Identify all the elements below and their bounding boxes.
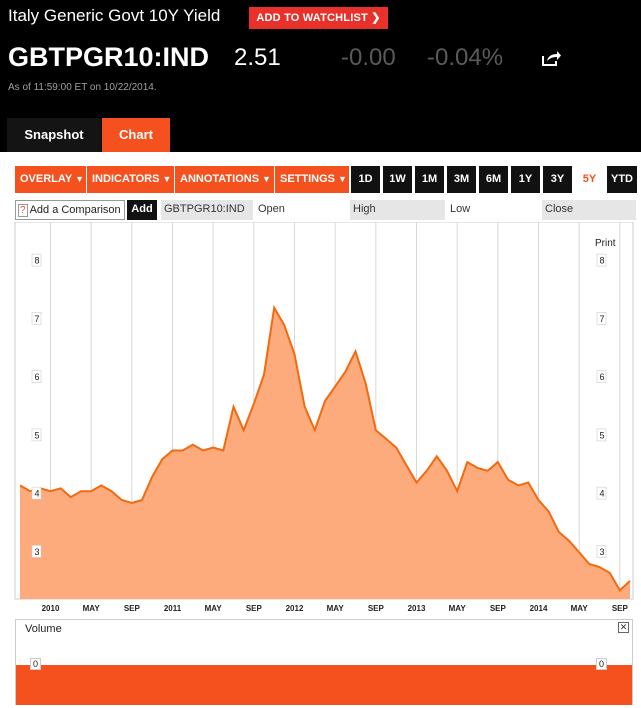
security-title: Italy Generic Govt 10Y Yield — [8, 6, 221, 25]
range-1d[interactable]: 1D — [351, 166, 380, 193]
add-to-watchlist-button[interactable]: ADD TO WATCHLIST ❯ — [249, 7, 388, 29]
y-tick-right-box — [596, 545, 607, 558]
close-icon[interactable]: ✕ — [618, 622, 629, 633]
y-tick-right: 5 — [600, 430, 605, 440]
x-tick-label: 2012 — [286, 604, 304, 613]
range-1w[interactable]: 1W — [383, 166, 412, 193]
x-tick-label: SEP — [246, 604, 263, 613]
y-tick-left-box — [31, 428, 42, 442]
add-comparison-label: Add a Comparison — [29, 204, 121, 216]
y-tick-right-box — [596, 370, 607, 383]
overlay-menu[interactable]: OVERLAY ▼ — [15, 166, 87, 193]
range-1m[interactable]: 1M — [415, 166, 444, 193]
y-tick-left-box — [31, 486, 42, 500]
x-tick-label: MAY — [327, 604, 345, 613]
yield-chart[interactable]: 3 3 4 4 5 5 6 6 7 7 8 8 2010 MAY SEP 2011 MAY SEP 2012 MAY… — [0, 222, 641, 617]
tab-chart[interactable]: Chart — [102, 118, 170, 152]
indicators-menu[interactable]: INDICATORS ▼ — [87, 166, 175, 193]
tab-snapshot[interactable]: Snapshot — [7, 118, 101, 152]
y-tick-left: 5 — [35, 430, 40, 440]
y-tick-left-box — [31, 370, 42, 383]
indicators-label: INDICATORS — [92, 173, 160, 185]
y-tick-right-box — [596, 428, 607, 442]
y-tick-right-box — [596, 486, 607, 500]
as-of-timestamp: As of 11:59:00 ET on 10/22/2014. — [8, 82, 157, 93]
y-tick-left-box — [31, 312, 42, 325]
y-tick-left: 8 — [35, 256, 40, 266]
x-tick-label: 2010 — [42, 604, 60, 613]
x-tick-label: SEP — [124, 604, 141, 613]
y-tick-right: 4 — [600, 489, 605, 499]
y-tick-right: 6 — [600, 372, 605, 382]
y-tick-right-box — [596, 312, 607, 325]
x-tick-label: MAY — [449, 604, 467, 613]
range-ytd[interactable]: YTD — [607, 166, 637, 193]
chevron-right-icon: ❯ — [371, 12, 381, 24]
x-tick-label: SEP — [368, 604, 385, 613]
settings-menu[interactable]: SETTINGS ▼ — [275, 166, 349, 193]
annotations-label: ANNOTATIONS — [180, 173, 260, 185]
settings-label: SETTINGS — [280, 173, 336, 185]
range-1y[interactable]: 1Y — [511, 166, 540, 193]
low-label: Low — [450, 203, 471, 215]
print-link[interactable]: Print — [595, 238, 616, 249]
high-label: High — [350, 200, 445, 220]
volume-label: Volume — [25, 623, 62, 635]
y-tick-left: 7 — [35, 314, 40, 324]
x-tick-label: 2013 — [408, 604, 426, 613]
add-comparison-input[interactable]: ? Add a Comparison — [15, 200, 125, 220]
yield-area — [20, 307, 630, 599]
caret-down-icon: ▼ — [338, 174, 347, 184]
caret-down-icon: ▼ — [262, 174, 271, 184]
volume-tick-right: 0 — [596, 658, 608, 670]
range-3m[interactable]: 3M — [447, 166, 476, 193]
x-tick-label: 2011 — [164, 604, 182, 613]
y-tick-right: 8 — [600, 256, 605, 266]
volume-tick-left: 0 — [30, 658, 42, 670]
open-label: Open — [258, 203, 285, 215]
caret-down-icon: ▼ — [75, 174, 85, 184]
help-icon[interactable]: ? — [18, 204, 28, 217]
close-label: Close — [542, 200, 636, 220]
annotations-menu[interactable]: ANNOTATIONS ▼ — [175, 166, 275, 193]
share-icon[interactable] — [540, 48, 562, 68]
volume-panel: Volume ✕ 0 0 — [15, 619, 633, 705]
ticker-symbol: GBTPGR10:IND — [8, 42, 210, 72]
caret-down-icon: ▼ — [162, 174, 172, 184]
yield-line — [19, 304, 631, 592]
x-tick-label: MAY — [205, 604, 223, 613]
range-3y[interactable]: 3Y — [543, 166, 572, 193]
range-5y[interactable]: 5Y — [575, 166, 604, 193]
chart-panel: OVERLAY ▼ INDICATORS ▼ ANNOTATIONS ▼ SETTIN… — [0, 152, 641, 708]
x-tick-label: 2014 — [530, 604, 548, 613]
y-tick-right: 3 — [600, 547, 605, 557]
x-tick-label: MAY — [83, 604, 101, 613]
legend-symbol: GBTPGR10:IND — [161, 200, 253, 220]
y-tick-right-box — [596, 253, 607, 267]
y-tick-left: 6 — [35, 372, 40, 382]
price-change: -0.00 — [341, 44, 396, 71]
watchlist-label: ADD TO WATCHLIST — [256, 12, 368, 24]
x-tick-label: SEP — [612, 604, 629, 613]
y-tick-left: 4 — [35, 489, 40, 499]
last-price: 2.51 — [234, 44, 281, 71]
add-comparison-button[interactable]: Add — [127, 200, 157, 220]
y-tick-left: 3 — [35, 547, 40, 557]
y-tick-left-box — [31, 253, 42, 267]
x-tick-label: MAY — [571, 604, 589, 613]
x-tick-label: SEP — [490, 604, 507, 613]
volume-bar — [16, 665, 632, 705]
range-6m[interactable]: 6M — [479, 166, 508, 193]
y-tick-left-box — [31, 545, 42, 558]
y-tick-right: 7 — [600, 314, 605, 324]
overlay-label: OVERLAY — [20, 173, 73, 185]
price-change-percent: -0.04% — [427, 44, 504, 71]
